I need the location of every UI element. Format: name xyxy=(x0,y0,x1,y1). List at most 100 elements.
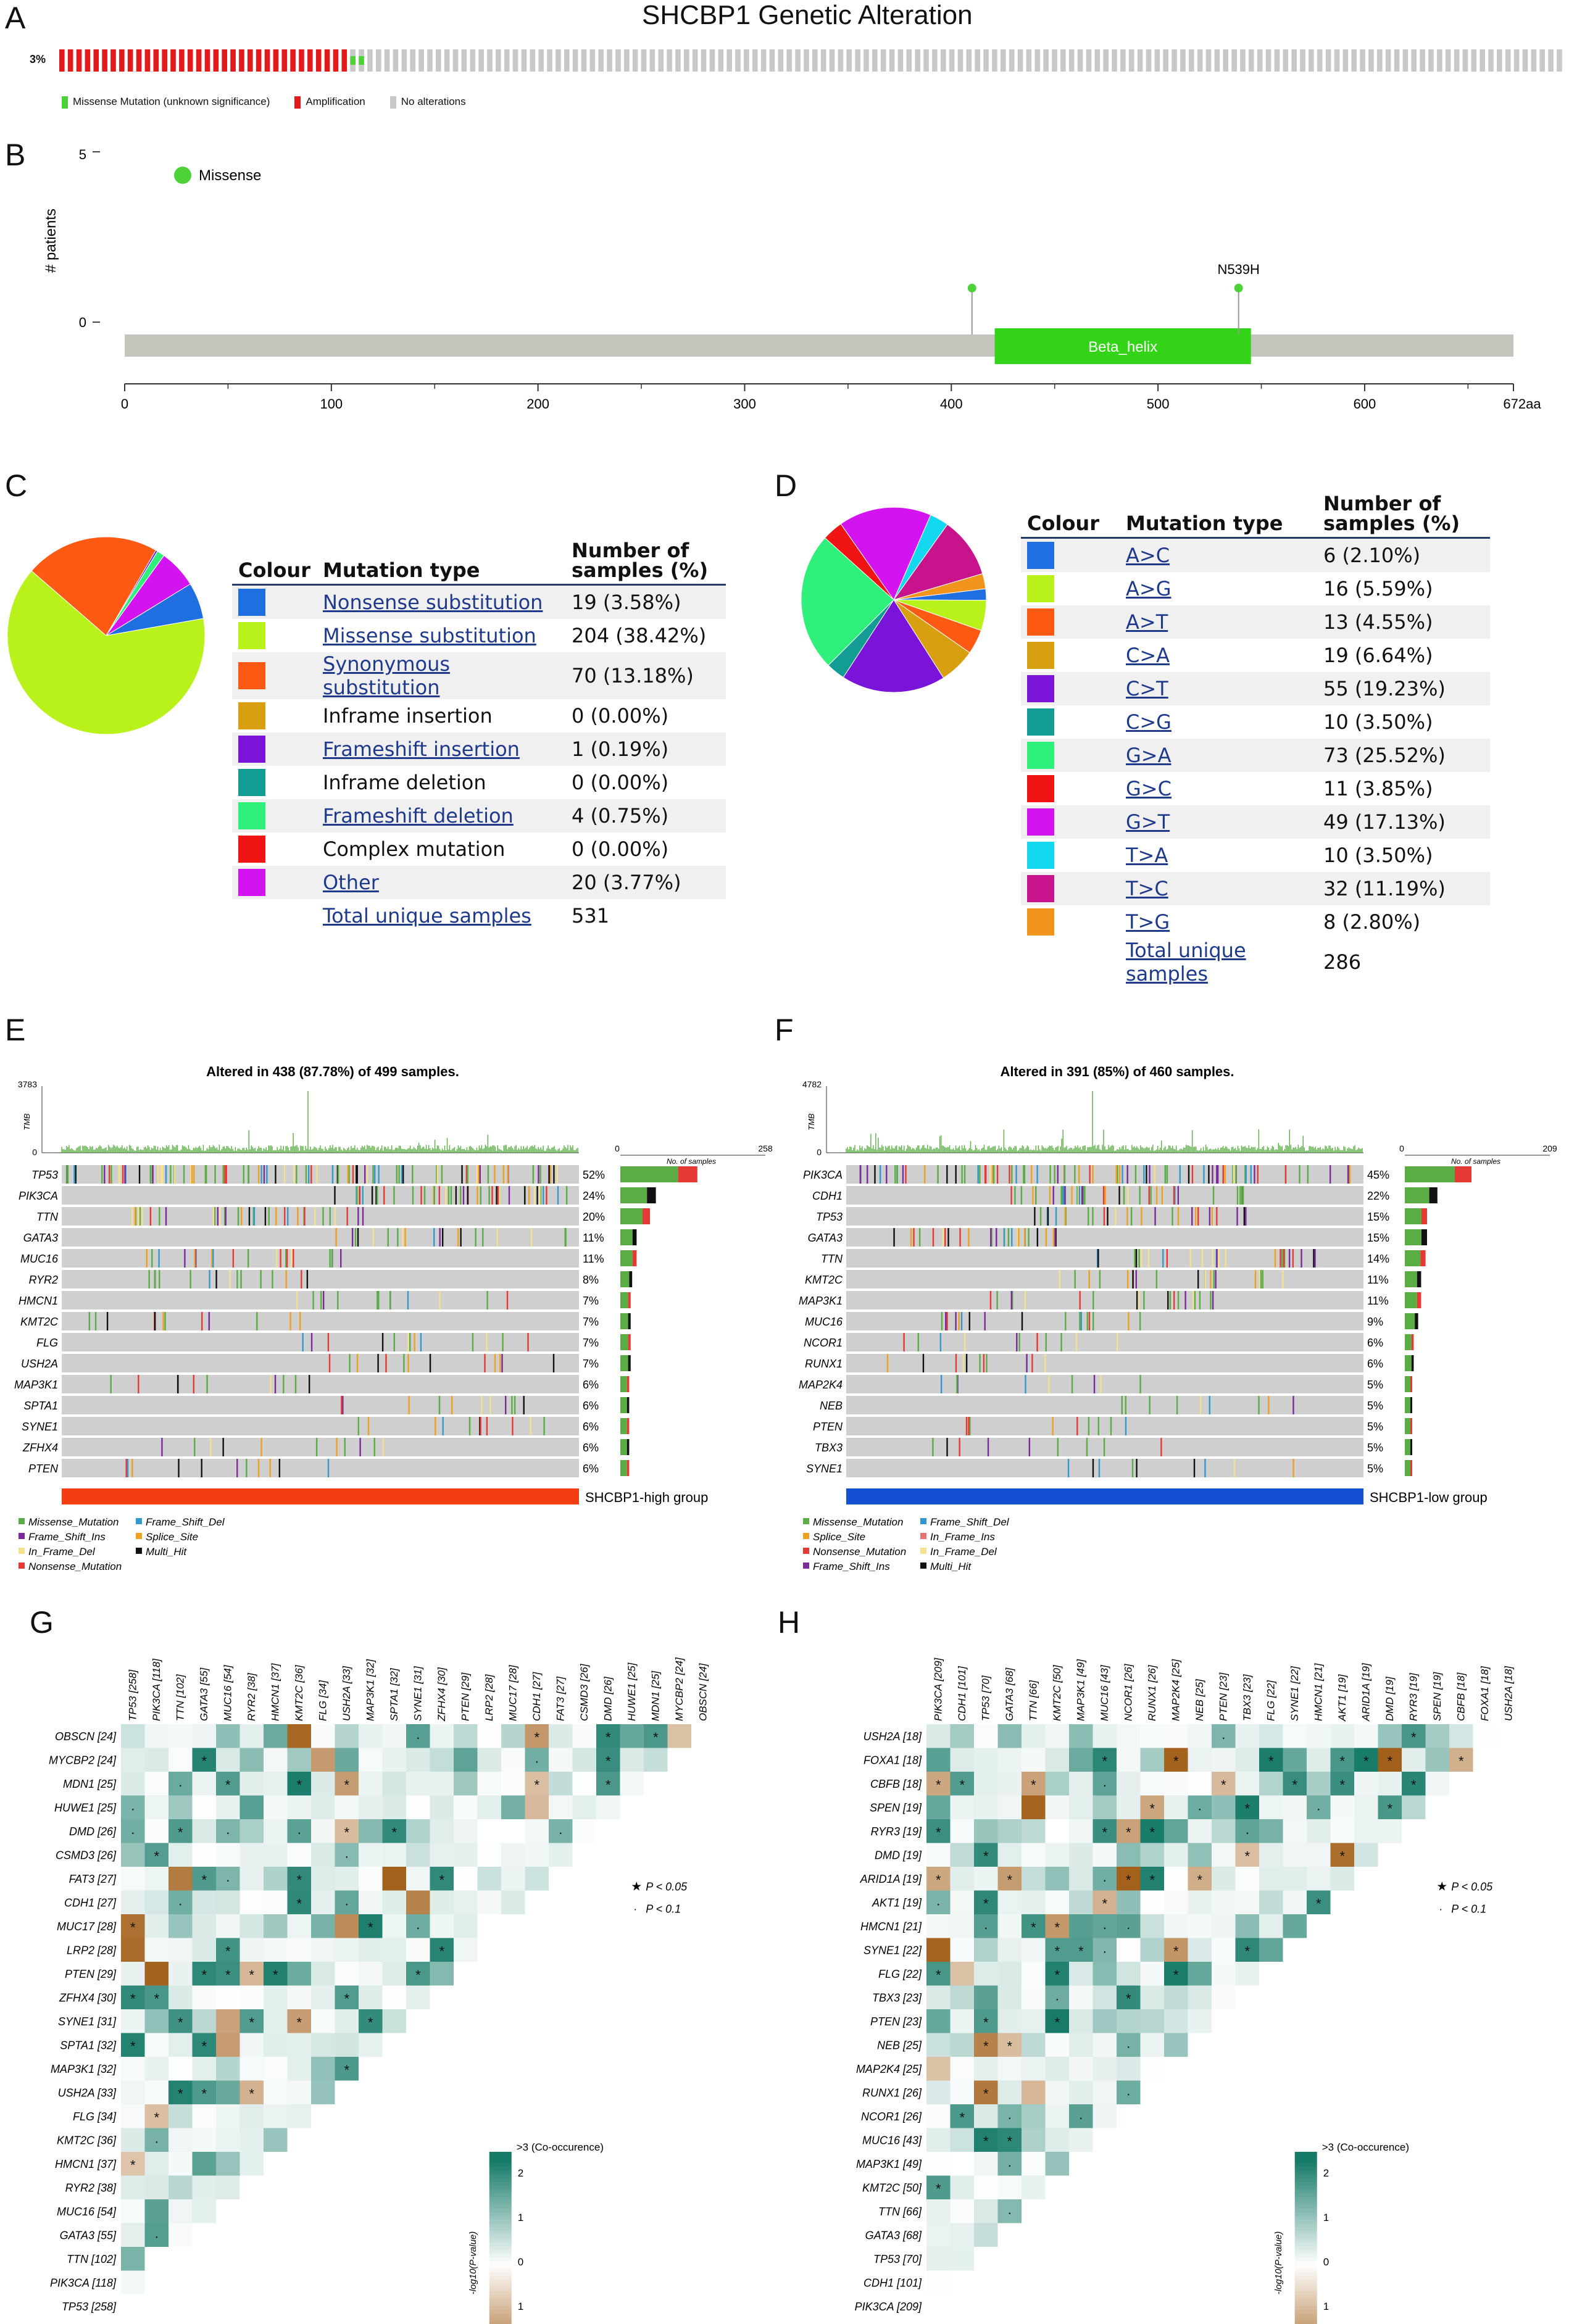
mutation-type-cell[interactable]: T>A xyxy=(1126,844,1168,867)
mutation-cell xyxy=(1257,1165,1259,1184)
sample-bar xyxy=(1086,49,1092,72)
mutation-type-cell[interactable]: Frameshift deletion xyxy=(316,799,565,832)
heat-cell xyxy=(382,1843,406,1867)
heat-cell xyxy=(121,1890,145,1914)
mutation-cell xyxy=(1104,1186,1106,1205)
scale-segment xyxy=(1294,2159,1317,2164)
colour-cell xyxy=(232,619,317,652)
scale-segment xyxy=(489,2204,512,2209)
mutation-cell xyxy=(959,1438,960,1456)
legend-text: Missense_Mutation xyxy=(28,1516,119,1528)
mutation-cell xyxy=(1292,1396,1294,1414)
mutation-cell xyxy=(146,1249,148,1268)
mutation-type-cell[interactable]: G>A xyxy=(1120,739,1317,772)
sample-bar xyxy=(273,49,279,72)
mutation-cell xyxy=(965,1417,968,1435)
mutation-type-cell[interactable]: T>G xyxy=(1126,910,1170,934)
scale-segment xyxy=(1294,2212,1317,2217)
mutation-type-cell[interactable]: A>G xyxy=(1126,577,1172,600)
mutation-type-cell[interactable]: A>C xyxy=(1120,537,1317,572)
heat-cell xyxy=(169,2199,193,2223)
heat-cell xyxy=(1022,2104,1046,2128)
mutation-cell xyxy=(1086,1312,1088,1330)
mutation-cell xyxy=(217,1207,219,1226)
heat-cell xyxy=(1188,1772,1212,1796)
samples-cell: 55 (19.23%) xyxy=(1317,672,1490,705)
mutation-type-cell[interactable]: C>T xyxy=(1120,672,1317,705)
mutation-type-cell[interactable]: Synonymous substitution xyxy=(316,652,565,699)
mutation-cell xyxy=(334,1186,336,1205)
mutation-type-cell[interactable]: Nonsense substitution xyxy=(316,584,565,619)
heat-cell xyxy=(1069,1748,1093,1772)
sample-bar xyxy=(1309,49,1314,72)
significance-mark: * xyxy=(225,1943,231,1959)
mutation-cell xyxy=(191,1165,193,1184)
panel-label-c: C xyxy=(5,468,28,503)
mutation-cell xyxy=(1138,1291,1140,1309)
x-tick-label: 100 xyxy=(320,396,343,412)
significance-mark: * xyxy=(983,2086,989,2101)
mutation-cell xyxy=(1047,1207,1049,1226)
pie-chart-d xyxy=(801,507,987,693)
heat-cell xyxy=(121,1938,145,1962)
heat-cell xyxy=(1069,1938,1093,1962)
mutation-cell xyxy=(356,1165,357,1184)
mutation-type-cell[interactable]: Other xyxy=(316,866,565,899)
scale-segment xyxy=(1294,2298,1317,2304)
sample-bar xyxy=(110,49,116,72)
total-label[interactable]: Total unique samples xyxy=(322,904,531,928)
heat-cell xyxy=(311,1724,335,1748)
heat-cell xyxy=(997,2175,1022,2199)
mutation-cell xyxy=(393,1186,395,1205)
significance-mark: * xyxy=(368,2015,373,2030)
significance-mark: * xyxy=(1173,1753,1179,1769)
significance-mark: * xyxy=(983,1896,989,1911)
heat-cell xyxy=(192,2128,216,2152)
heat-cell xyxy=(121,2175,145,2199)
heat-cell xyxy=(926,2057,951,2081)
significance-mark: * xyxy=(154,1848,159,1864)
mutation-type-cell[interactable]: Frameshift insertion xyxy=(316,732,565,766)
mutation-cell xyxy=(409,1333,411,1351)
mutation-type-cell[interactable]: C>A xyxy=(1126,644,1170,667)
mutation-type-cell[interactable]: Missense substitution xyxy=(322,624,536,647)
mutation-cell xyxy=(538,1165,539,1184)
heat-cell xyxy=(926,1914,951,1938)
significance-mark: * xyxy=(130,2038,136,2054)
heat-cell xyxy=(287,1914,311,1938)
mutation-type-cell[interactable]: G>C xyxy=(1126,777,1172,800)
total-label[interactable]: Total unique samples xyxy=(1126,939,1246,986)
row-gene-label: HMCN1 [37] xyxy=(55,2158,117,2170)
mutation-cell xyxy=(1020,1186,1023,1205)
mutation-type-cell[interactable]: C>G xyxy=(1126,710,1172,734)
mutation-cell xyxy=(1239,1186,1241,1205)
sample-bar xyxy=(966,49,972,72)
heat-cell xyxy=(1307,1724,1331,1748)
mutation-cell xyxy=(1135,1270,1138,1289)
mutation-cell xyxy=(346,1207,348,1226)
heat-cell xyxy=(144,1890,169,1914)
heat-cell xyxy=(454,1748,478,1772)
mutation-type-cell[interactable]: G>T xyxy=(1120,805,1317,839)
column-gene-label: MDN1 [25] xyxy=(649,1670,661,1721)
mutation-type-cell[interactable]: A>T xyxy=(1120,605,1317,639)
heat-cell xyxy=(997,1795,1022,1819)
sample-bar xyxy=(649,49,655,72)
mutation-cell xyxy=(215,1270,217,1289)
mutation-cell xyxy=(110,1165,112,1184)
significance-mark: * xyxy=(296,1777,302,1793)
colour-swatch xyxy=(1027,608,1054,636)
heat-cell xyxy=(1022,1985,1046,2009)
mutation-type-cell[interactable]: T>C xyxy=(1120,872,1317,905)
mutation-cell xyxy=(1143,1291,1145,1309)
heat-cell xyxy=(974,2175,998,2199)
mutation-cell xyxy=(212,1249,214,1268)
mutation-cell xyxy=(257,1459,260,1477)
heat-cell xyxy=(335,1914,359,1938)
mutation-cell xyxy=(1011,1165,1013,1184)
heat-cell xyxy=(1092,1938,1117,1962)
mutation-cell xyxy=(243,1165,244,1184)
heat-cell xyxy=(1402,1772,1426,1796)
legend-text: In_Frame_Del xyxy=(930,1546,997,1558)
heat-cell xyxy=(1235,1962,1259,1986)
